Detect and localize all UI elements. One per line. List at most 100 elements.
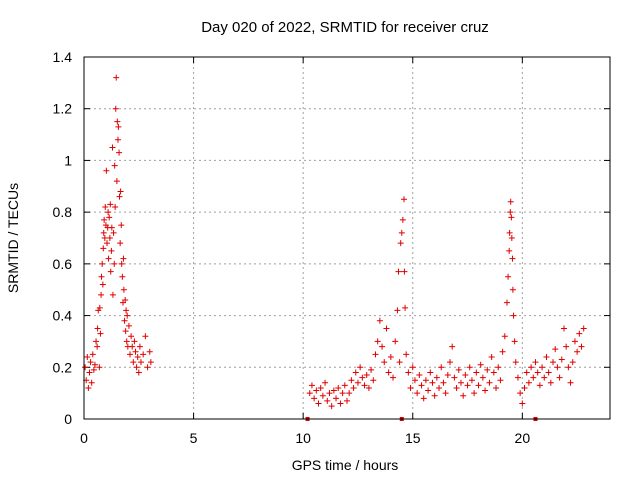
y-tick-label: 0.4 [53, 308, 73, 324]
data-point [534, 369, 541, 376]
data-point [397, 240, 404, 247]
data-point [123, 338, 130, 345]
data-point [102, 203, 109, 210]
data-point [567, 379, 574, 386]
data-point [427, 369, 434, 376]
data-point [109, 144, 116, 151]
data-point [97, 330, 104, 337]
data-point [495, 364, 502, 371]
data-point [108, 247, 115, 254]
data-point [374, 338, 381, 345]
data-point [346, 390, 353, 397]
data-point [354, 379, 361, 386]
data-point [105, 255, 112, 262]
data-point [109, 291, 116, 298]
data-point [528, 364, 535, 371]
data-point [368, 366, 375, 373]
data-point [558, 356, 565, 363]
data-point [116, 149, 123, 156]
data-point [414, 390, 421, 397]
y-tick-label: 0.8 [53, 204, 73, 220]
data-point [471, 390, 478, 397]
data-point [134, 353, 141, 360]
data-point [107, 268, 114, 275]
data-point [87, 359, 94, 366]
x-tick-labels: 0 5 10 15 20 [80, 430, 530, 446]
data-point [105, 209, 112, 216]
data-point [112, 203, 119, 210]
data-point [447, 359, 454, 366]
data-point [108, 224, 115, 231]
y-tick-label: 1.4 [53, 49, 73, 65]
data-point [509, 286, 516, 293]
data-point [96, 304, 103, 311]
data-point [482, 387, 489, 394]
data-point [505, 273, 512, 280]
data-point [99, 260, 106, 267]
data-point [120, 255, 127, 262]
data-point [106, 235, 113, 241]
data-point [111, 260, 118, 267]
data-point [580, 325, 587, 332]
data-point [532, 359, 539, 366]
data-point [563, 343, 570, 350]
data-point [539, 364, 546, 371]
data-point [86, 369, 93, 376]
data-point [407, 384, 414, 391]
y-tick-labels: 0 0.2 0.4 0.6 0.8 1 1.2 1.4 [53, 49, 73, 427]
data-point [508, 214, 515, 221]
x-tick-label: 20 [515, 430, 531, 446]
data-point [101, 235, 108, 241]
data-point [484, 366, 491, 373]
data-point [142, 333, 149, 340]
data-point [449, 343, 456, 350]
data-point [571, 338, 578, 345]
data-point [453, 384, 460, 391]
data-point [490, 369, 497, 376]
data-point [117, 240, 124, 247]
x-tick-label: 10 [295, 430, 311, 446]
data-point [101, 216, 108, 223]
data-point [99, 281, 106, 288]
data-point [337, 400, 344, 407]
y-tick-label: 0.2 [53, 359, 73, 375]
data-point [100, 229, 107, 236]
data-point [545, 369, 552, 376]
data-point [311, 395, 318, 402]
data-point [341, 382, 348, 389]
data-point [315, 400, 322, 407]
data-point [147, 359, 154, 366]
data-point [344, 397, 350, 404]
data-point [509, 255, 516, 262]
data-point [436, 384, 443, 391]
data-point [411, 377, 418, 384]
data-point [425, 387, 432, 394]
data-point [569, 359, 576, 366]
data-point [121, 317, 128, 324]
data-point [552, 346, 559, 353]
x-tick-label: 0 [80, 430, 88, 446]
data-point [98, 291, 105, 298]
data-point [379, 343, 386, 350]
data-point [115, 123, 122, 130]
data-point [578, 343, 585, 350]
data-point [506, 247, 513, 254]
data-point [107, 201, 114, 208]
x-axis-label: GPS time / hours [292, 457, 399, 473]
data-point [117, 188, 124, 195]
data-point [556, 374, 563, 381]
data-point [398, 229, 405, 236]
data-point [114, 136, 121, 143]
data-point [137, 359, 144, 366]
data-point [418, 382, 425, 389]
data-point [110, 229, 117, 236]
data-point [508, 235, 515, 241]
data-point [361, 382, 368, 389]
data-point [457, 379, 464, 386]
data-point [357, 364, 364, 371]
data-point [462, 372, 469, 379]
data-point [523, 369, 530, 376]
data-point [464, 382, 471, 389]
data-point [324, 397, 331, 404]
data-point [468, 377, 475, 384]
